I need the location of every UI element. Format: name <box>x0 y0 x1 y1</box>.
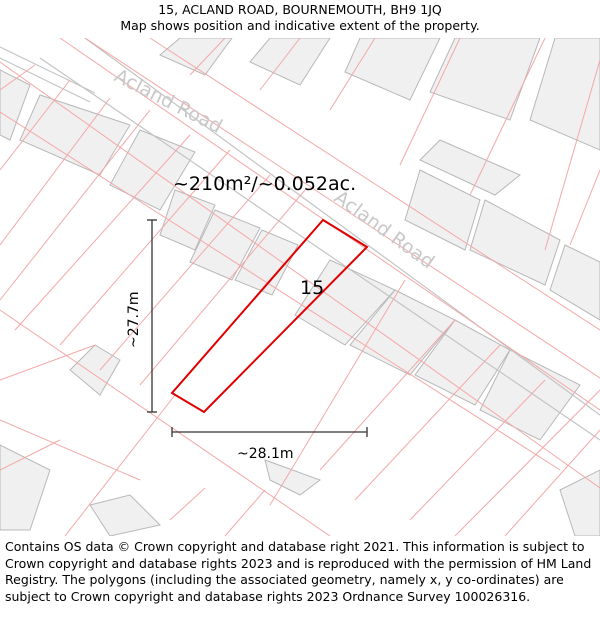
building <box>549 244 600 321</box>
building <box>429 38 541 121</box>
building <box>0 69 31 141</box>
building <box>294 259 396 346</box>
building <box>529 38 600 151</box>
property-address: 15, ACLAND ROAD, BOURNEMOUTH, BH9 1JQ <box>158 2 442 17</box>
map-subtitle: Map shows position and indicative extent… <box>120 18 480 33</box>
attribution-text: Contains OS data © Crown copyright and d… <box>5 539 592 604</box>
property-plot-outline[interactable] <box>170 218 369 414</box>
building <box>349 289 456 376</box>
area-label: ~210m²/~0.052ac. <box>173 173 356 195</box>
road-edges <box>0 38 600 441</box>
parcel-lines <box>0 38 600 536</box>
building <box>469 199 561 286</box>
attribution-footer: Contains OS data © Crown copyright and d… <box>5 539 597 605</box>
building <box>69 344 121 396</box>
building <box>189 209 261 281</box>
building <box>264 459 322 496</box>
house-number-label: 15 <box>300 277 324 299</box>
building <box>89 494 161 536</box>
building <box>404 169 481 251</box>
height-dimension-label: ~27.7m <box>126 291 142 348</box>
building <box>419 139 521 196</box>
height-dimension-line <box>147 219 157 413</box>
building <box>414 319 511 406</box>
width-dimension-label: ~28.1m <box>237 446 294 462</box>
building <box>344 38 441 101</box>
building <box>19 94 131 176</box>
width-dimension-line <box>171 427 368 437</box>
building <box>0 444 51 531</box>
map-header: 15, ACLAND ROAD, BOURNEMOUTH, BH9 1JQ Ma… <box>0 0 600 40</box>
building <box>234 229 299 296</box>
building <box>559 469 600 536</box>
map-canvas[interactable]: Acland Road Acland Road ~210m²/~0.052ac.… <box>0 38 600 536</box>
building <box>159 38 233 76</box>
building <box>249 38 331 86</box>
